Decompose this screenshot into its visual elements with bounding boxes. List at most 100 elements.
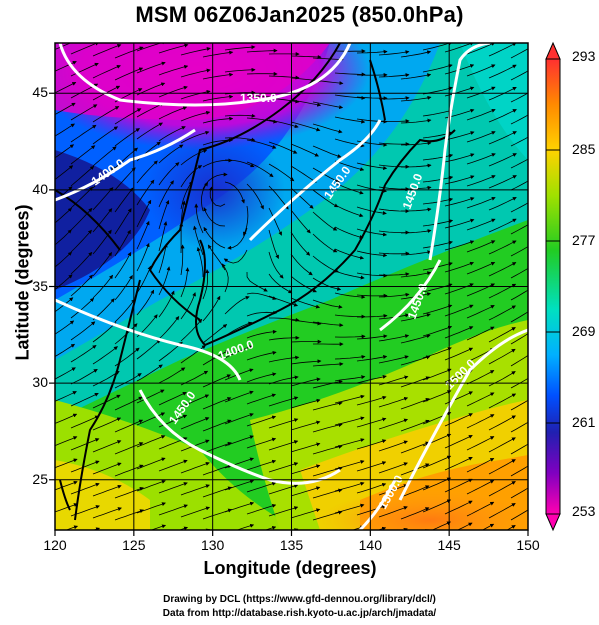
streamline [466, 240, 496, 253]
streamline [444, 261, 475, 273]
streamline [378, 355, 409, 364]
streamline [378, 142, 410, 147]
streamline [312, 510, 343, 521]
streamline [510, 355, 528, 367]
streamline [65, 525, 79, 530]
streamline [70, 438, 100, 451]
streamline [334, 503, 365, 514]
streamline [268, 440, 299, 451]
streamline [290, 165, 317, 183]
streamline [379, 96, 410, 101]
streamline [506, 525, 516, 530]
streamline [70, 274, 93, 297]
streamline [180, 68, 211, 78]
streamline [246, 183, 264, 210]
grid [55, 43, 528, 530]
streamline [70, 145, 96, 165]
colorbar [545, 41, 561, 532]
streamline [510, 136, 528, 147]
streamline [114, 251, 132, 279]
streamline [225, 159, 255, 168]
streamline [224, 368, 254, 381]
colorbar-label: 285 [572, 141, 596, 157]
streamline [334, 354, 366, 360]
streamline [224, 113, 256, 118]
streamline [312, 362, 344, 367]
streamline [92, 484, 122, 497]
streamline [92, 322, 117, 343]
streamline [290, 377, 321, 387]
streamline [92, 346, 118, 365]
streamline [224, 67, 256, 73]
streamline [114, 128, 140, 147]
streamline [202, 397, 232, 410]
streamline [400, 441, 430, 454]
streamline [312, 211, 338, 231]
streamline [356, 355, 388, 362]
streamline [136, 179, 155, 206]
streamline [356, 374, 387, 384]
streamline [224, 295, 250, 315]
colorbar-label: 269 [572, 323, 596, 339]
streamline [55, 413, 78, 424]
streamline [180, 318, 203, 342]
streamline [312, 255, 339, 273]
streamline [136, 479, 166, 492]
streamline [92, 106, 120, 123]
streamline [422, 455, 452, 469]
streamline [378, 334, 410, 342]
streamline [180, 244, 185, 276]
streamline [136, 199, 152, 228]
streamline [510, 180, 528, 191]
credit-data: Data from http://database.rish.kyoto-u.a… [162, 608, 437, 619]
streamline [158, 106, 188, 120]
streamline [136, 412, 166, 426]
streamline [246, 415, 277, 427]
streamline [400, 50, 432, 58]
streamline [334, 270, 365, 280]
streamline [400, 355, 431, 366]
streamline [290, 319, 322, 326]
streamline [55, 144, 75, 159]
streamline [92, 146, 117, 167]
y-tick-label: 40 [32, 180, 48, 197]
streamline [356, 206, 387, 216]
streamline [488, 481, 516, 497]
streamline [158, 85, 188, 98]
streamline [510, 267, 528, 279]
streamline [510, 92, 528, 103]
streamline [481, 523, 495, 530]
streamline [114, 298, 136, 323]
streamline [378, 119, 410, 124]
streamline [180, 345, 206, 364]
streamline [422, 347, 452, 359]
streamline [510, 377, 528, 389]
streamline [488, 153, 517, 167]
streamline [202, 464, 232, 476]
streamline [356, 395, 387, 406]
streamline [422, 304, 453, 315]
streamline [312, 189, 339, 208]
streamline [268, 251, 284, 279]
streamline [92, 126, 119, 145]
streamline [70, 229, 92, 253]
streamline [356, 162, 388, 170]
streamline [378, 396, 409, 408]
streamline [334, 375, 366, 382]
streamline [356, 417, 387, 428]
streamline [55, 123, 75, 137]
streamline [424, 529, 430, 530]
streamline [356, 482, 387, 494]
streamline [202, 72, 234, 80]
streamline [488, 131, 517, 145]
streamline [194, 203, 204, 234]
streamline [70, 186, 94, 209]
colorbar-top-triangle [545, 41, 561, 60]
streamline [466, 414, 495, 429]
streamline [158, 43, 189, 54]
colorbar-label: 277 [572, 232, 596, 248]
streamline [55, 82, 77, 94]
streamline [356, 272, 388, 278]
streamline [312, 321, 344, 328]
streamline [114, 464, 144, 477]
